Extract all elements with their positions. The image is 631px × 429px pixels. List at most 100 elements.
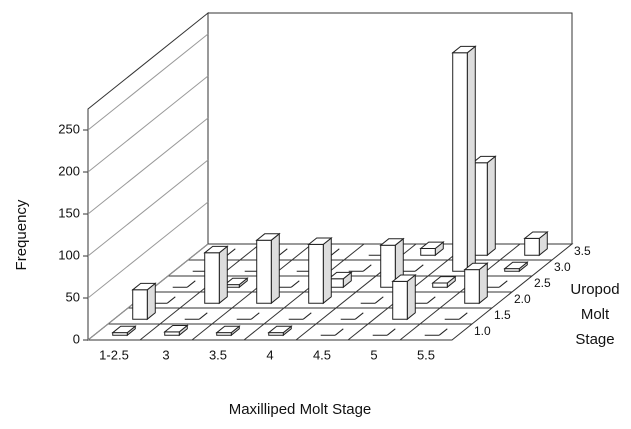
bar-side [290,280,300,288]
grid-line [87,117,209,215]
bar-top [307,237,333,245]
bar [327,271,353,289]
bar [471,155,497,257]
bar-top [463,262,489,271]
depth-axis-title: Molt [581,306,610,323]
bar [131,282,157,321]
bar-front [452,52,468,272]
bar-side [458,312,468,320]
bar-top [223,277,249,286]
bar [152,296,176,304]
bar [307,236,333,305]
bar [172,280,196,288]
bar [400,264,424,272]
bar [484,280,508,288]
bar-front [432,282,448,288]
bar [372,328,396,336]
bar [267,325,293,337]
bar-side [354,312,364,320]
bar [348,264,372,272]
bar [424,328,448,336]
y-tick-label: 100 [58,247,80,262]
floor-grid-line [243,243,365,341]
bar [111,325,137,337]
bar-side [302,312,312,320]
bar-top [503,261,529,270]
bar-side [466,45,476,273]
bar-side [426,296,436,304]
x-axis-title: Maxilliped Molt Stage [229,401,372,418]
bar-top [431,276,457,284]
bar-side [374,296,384,304]
bar-front [464,269,480,304]
bar-side [218,245,228,305]
bar-top [451,45,477,54]
bar [360,296,384,304]
bar [419,241,445,257]
bar [288,312,312,320]
bar-side [166,296,176,304]
bar-top [203,245,229,254]
bar-front [308,243,324,304]
y-tick-label: 250 [58,121,80,136]
bar [163,324,189,337]
bar-side [498,280,508,288]
bar-front [164,331,180,336]
bar-side [438,328,448,336]
bar-side [278,248,288,256]
bar [340,312,364,320]
bar [503,261,529,273]
grid-line [87,201,209,299]
bar [391,273,417,321]
y-axis-title: Frequency [13,199,30,270]
bar-side [198,312,208,320]
bar-side [406,273,416,321]
bar [320,328,344,336]
depth-tick-label: 2.0 [514,292,531,306]
bar-front [420,247,436,256]
bar-side [330,248,340,256]
bar [431,275,457,289]
bar [203,245,229,305]
x-tick-label: 3 [162,347,169,362]
floor-grid-line [191,243,313,341]
bar [463,262,489,305]
back-wall [207,12,573,245]
bar [444,312,468,320]
x-tick-label: 5 [370,347,377,362]
grid-line [87,33,209,131]
x-tick-label: 4.5 [313,347,331,362]
bar-side [414,264,424,272]
bar [451,45,477,273]
depth-tick-label: 1.5 [494,308,511,322]
bar-top [419,241,445,249]
bar-top [215,325,241,334]
bar-top [391,274,417,282]
x-tick-label: 5.5 [417,347,435,362]
bar-front [256,239,272,304]
floor-grid-line [399,243,521,341]
x-tick-label: 3.5 [209,347,227,362]
bar-side [362,264,372,272]
bar-top [131,282,157,291]
bar-top [471,155,497,164]
x-tick-label: 4 [266,347,273,362]
bar-side [334,328,344,336]
depth-tick-label: 3.0 [554,260,571,274]
depth-axis-title: Stage [575,331,614,348]
bar [523,230,549,257]
y-tick-label: 150 [58,205,80,220]
bar-front [524,237,540,256]
bar-side [322,236,332,305]
y-tick-label: 0 [73,331,80,346]
depth-axis-title: Uropod [570,281,619,298]
bar-side [270,232,280,305]
bar-top [111,325,137,334]
bar-top [255,233,281,241]
floor-grid-line [139,243,261,341]
bar-top [327,271,353,280]
bar [215,325,241,337]
depth-tick-label: 2.5 [534,276,551,290]
bar [255,232,281,305]
